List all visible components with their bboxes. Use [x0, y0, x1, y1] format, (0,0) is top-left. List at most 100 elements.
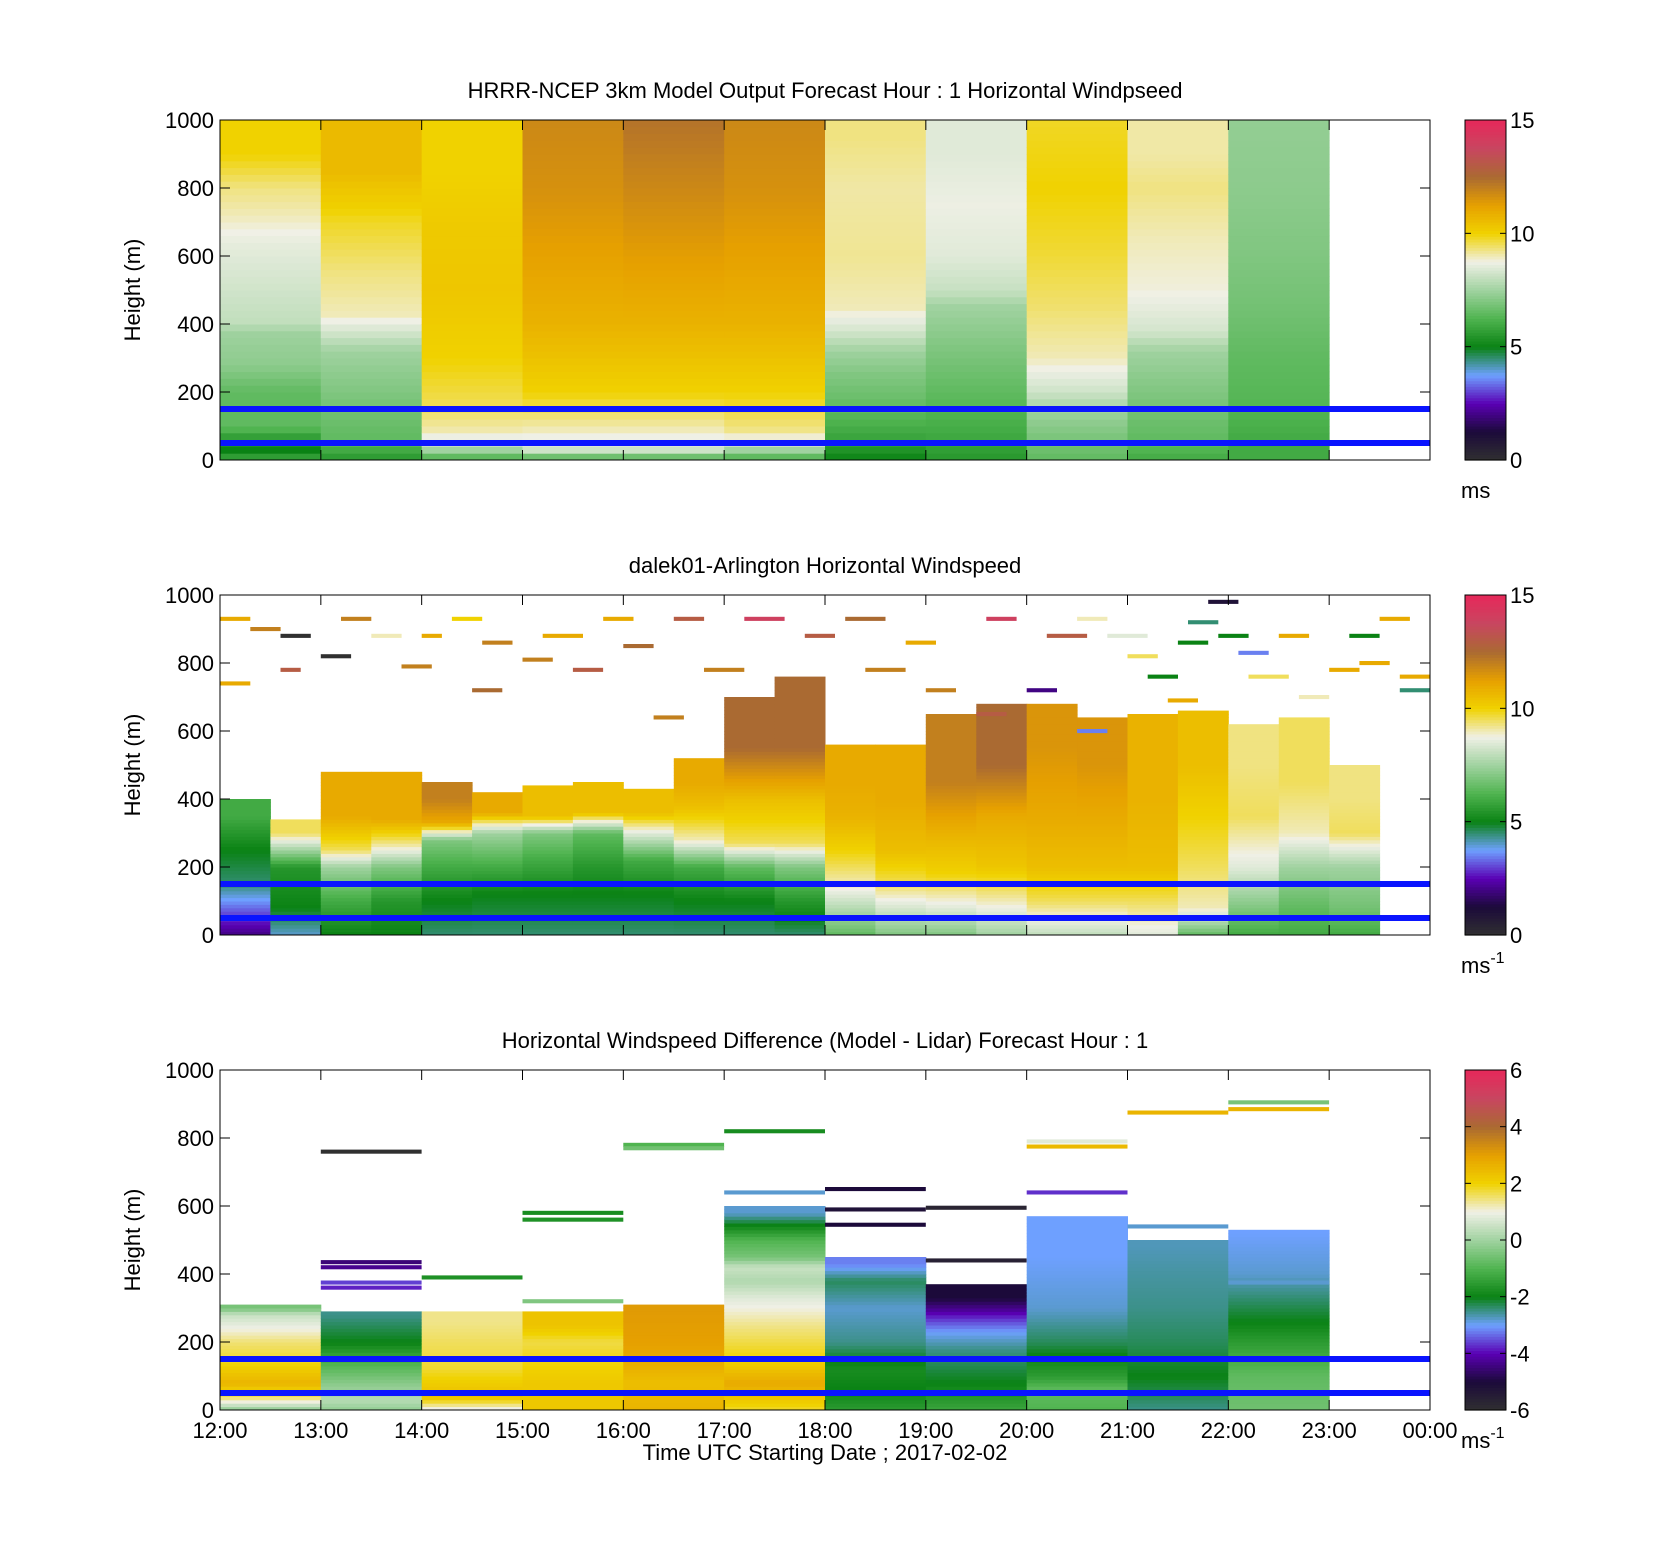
heatmap-cell: [724, 731, 776, 735]
colorbar-segment: [1465, 736, 1506, 741]
sparse-layer-cell: [421, 1275, 523, 1280]
colorbar-segment: [1465, 750, 1506, 755]
heatmap-cell: [1278, 741, 1330, 746]
heatmap-cell: [220, 1372, 322, 1377]
heatmap-cell: [1127, 392, 1229, 400]
heatmap-cell: [522, 924, 574, 929]
colorbar-segment: [1465, 1160, 1506, 1165]
heatmap-cell: [421, 181, 523, 189]
heatmap-cell: [1026, 1260, 1128, 1265]
sparse-layer-cell: [421, 633, 442, 638]
colorbar-segment: [1465, 358, 1506, 362]
heatmap-cell: [1228, 1396, 1330, 1401]
heatmap-cell: [825, 432, 927, 441]
heatmap-cell: [572, 860, 624, 865]
heatmap-cell: [320, 120, 423, 128]
heatmap-cell: [421, 802, 473, 807]
heatmap-cell: [774, 782, 826, 786]
heatmap-cell: [1278, 727, 1330, 732]
heatmap-cell: [522, 188, 624, 196]
heatmap-cell: [371, 778, 423, 783]
heatmap-cell: [1026, 419, 1128, 427]
heatmap-cell: [1026, 1382, 1128, 1387]
heatmap-cell: [220, 897, 271, 902]
heatmap-cell: [825, 907, 876, 912]
heatmap-cell: [220, 887, 271, 892]
heatmap-cell: [825, 836, 876, 841]
heatmap-cell: [421, 174, 523, 182]
heatmap-cell: [320, 188, 423, 196]
heatmap-cell: [724, 697, 776, 701]
heatmap-cell: [724, 1257, 826, 1261]
heatmap-cell: [1228, 1372, 1330, 1377]
heatmap-cell: [522, 867, 574, 871]
colorbar-segment: [1465, 309, 1506, 314]
colorbar-unit-exponent: -1: [1490, 950, 1504, 967]
heatmap-cell: [976, 792, 1028, 797]
heatmap-cell: [1127, 1304, 1229, 1309]
heatmap-cell: [724, 296, 826, 305]
heatmap-cell: [925, 188, 1028, 196]
heatmap-cell: [976, 765, 1028, 769]
heatmap-cell: [875, 890, 927, 895]
heatmap-cell: [724, 188, 826, 196]
heatmap-cell: [220, 901, 271, 905]
heatmap-cell: [1228, 1311, 1330, 1316]
heatmap-cell: [1228, 877, 1280, 882]
heatmap-cell: [220, 358, 322, 366]
colorbar-segment: [1465, 321, 1506, 325]
heatmap-cell: [220, 147, 322, 155]
heatmap-cell: [220, 385, 322, 393]
heatmap-cell: [421, 290, 523, 298]
heatmap-cell: [925, 283, 1028, 291]
heatmap-cell: [1177, 887, 1229, 892]
heatmap-cell: [1228, 867, 1280, 871]
heatmap-cell: [623, 296, 725, 305]
heatmap-cell: [421, 351, 523, 359]
heatmap-cell: [421, 1331, 523, 1336]
heatmap-cell: [925, 256, 1028, 264]
heatmap-cell: [825, 290, 927, 298]
heatmap-cell: [1127, 870, 1179, 875]
heatmap-cell: [673, 911, 725, 916]
heatmap-cell: [774, 676, 826, 681]
colorbar-segment: [1465, 315, 1506, 319]
heatmap-cell: [875, 873, 927, 878]
heatmap-cell: [1026, 188, 1128, 196]
heatmap-cell: [1127, 775, 1179, 780]
heatmap-cell: [220, 222, 322, 230]
heatmap-cell: [1228, 371, 1330, 379]
heatmap-cell: [825, 1396, 927, 1401]
heatmap-cell: [1026, 826, 1078, 831]
heatmap-cell: [623, 1338, 725, 1343]
heatmap-cell: [1278, 765, 1330, 769]
heatmap-cell: [925, 720, 977, 725]
heatmap-cell: [421, 378, 523, 386]
heatmap-cell: [774, 758, 826, 763]
heatmap-cell: [724, 737, 776, 742]
heatmap-cell: [371, 873, 423, 878]
heatmap-cell: [320, 1376, 423, 1380]
heatmap-cell: [925, 1338, 1028, 1343]
heatmap-cell: [1077, 863, 1128, 868]
heatmap-cell: [825, 392, 927, 400]
heatmap-cell: [925, 877, 977, 882]
heatmap-cell: [1177, 897, 1229, 902]
heatmap-cell: [220, 839, 271, 844]
heatmap-cell: [220, 819, 271, 824]
heatmap-cell: [724, 167, 826, 175]
heatmap-cell: [421, 398, 523, 407]
heatmap-cell: [623, 1406, 725, 1411]
heatmap-cell: [724, 269, 826, 277]
heatmap-cell: [1026, 126, 1128, 135]
heatmap-cell: [1077, 931, 1128, 936]
heatmap-cell: [1228, 856, 1280, 861]
heatmap-cell: [774, 894, 826, 899]
heatmap-cell: [925, 887, 977, 892]
heatmap-cell: [623, 1382, 725, 1387]
heatmap-cell: [522, 853, 574, 858]
heatmap-cell: [724, 208, 826, 216]
heatmap-cell: [1228, 754, 1280, 759]
heatmap-cell: [1177, 782, 1229, 786]
heatmap-cell: [1329, 890, 1381, 895]
